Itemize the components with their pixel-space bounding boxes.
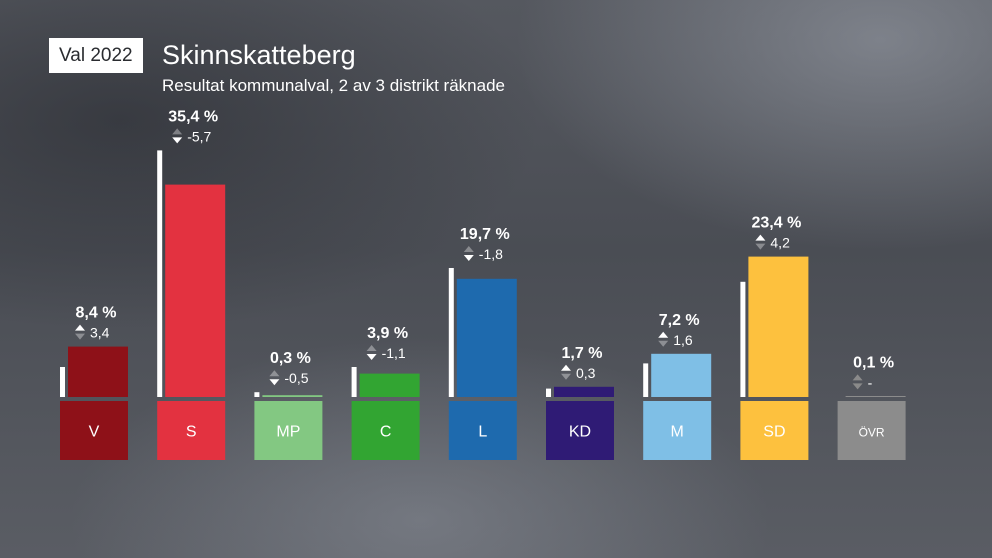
change-down-arrow-icon-sd: [755, 243, 766, 250]
party-box-m: [643, 401, 712, 460]
change-up-arrow-icon-v: [75, 324, 85, 331]
previous-bar-s: [157, 150, 163, 397]
previous-bar-v: [60, 367, 65, 397]
change-up-arrow-icon-mp: [269, 370, 280, 377]
change-label-v: 3,4: [90, 325, 110, 341]
value-label-c: 3,9 %: [367, 325, 408, 342]
value-label-sd: 23,4 %: [751, 215, 801, 232]
chart-subtitle: Resultat kommunalval, 2 av 3 distrikt rä…: [162, 76, 505, 95]
change-label-kd: 0,3: [576, 365, 596, 381]
party-label-l: L: [478, 424, 487, 441]
bar-s: [165, 184, 226, 397]
change-label-m: 1,6: [673, 332, 693, 348]
change-up-arrow-icon-l: [463, 246, 474, 252]
party-box-kd: [546, 401, 614, 460]
bar-v: [68, 346, 128, 397]
party-box-c: [351, 401, 420, 460]
bar-l: [456, 278, 517, 397]
party-label-m: M: [671, 424, 684, 441]
party-box-s: [157, 401, 226, 460]
value-label-s: 35,4 %: [168, 108, 218, 125]
change-up-arrow-icon-c: [366, 345, 377, 351]
change-label-c: -1,1: [382, 345, 406, 361]
election-badge: Val 2022: [49, 38, 143, 73]
bar-ovr: [845, 396, 906, 397]
party-box-sd: [740, 401, 809, 460]
value-label-ovr: 0,1 %: [853, 354, 894, 371]
previous-bar-l: [448, 268, 454, 397]
change-down-arrow-icon-ovr: [852, 383, 863, 390]
party-label-ovr: ÖVR: [859, 426, 885, 440]
value-label-mp: 0,3 %: [270, 350, 311, 367]
party-label-kd: KD: [569, 424, 591, 441]
bar-m: [651, 353, 712, 397]
party-label-c: C: [380, 424, 392, 441]
party-label-mp: MP: [276, 424, 300, 441]
change-down-arrow-icon-v: [75, 333, 85, 340]
value-label-v: 8,4 %: [76, 305, 117, 322]
change-up-arrow-icon-sd: [755, 234, 766, 241]
previous-bar-m: [643, 363, 649, 397]
change-down-arrow-icon-s: [172, 137, 183, 144]
change-label-s: -5,7: [187, 128, 211, 144]
party-box-ovr: [837, 401, 906, 460]
party-box-v: [60, 401, 128, 460]
change-up-arrow-icon-kd: [561, 364, 571, 371]
value-label-l: 19,7 %: [460, 226, 510, 243]
party-label-sd: SD: [763, 424, 785, 441]
chart-title: Skinnskatteberg: [162, 40, 356, 70]
previous-bar-mp: [254, 392, 260, 397]
value-label-kd: 1,7 %: [562, 345, 603, 362]
party-box-mp: [254, 401, 323, 460]
change-label-sd: 4,2: [770, 235, 790, 251]
change-down-arrow-icon-kd: [561, 373, 571, 380]
party-label-s: S: [186, 424, 197, 441]
change-up-arrow-icon-s: [172, 128, 183, 135]
change-down-arrow-icon-mp: [269, 379, 280, 386]
change-down-arrow-icon-m: [658, 340, 669, 347]
change-label-ovr: -: [868, 374, 873, 390]
bar-kd: [554, 386, 614, 397]
change-up-arrow-icon-ovr: [852, 374, 863, 381]
change-down-arrow-icon-c: [366, 354, 377, 360]
previous-bar-sd: [740, 281, 746, 397]
party-label-v: V: [89, 424, 100, 441]
change-down-arrow-icon-l: [463, 255, 474, 261]
change-up-arrow-icon-m: [658, 331, 669, 338]
previous-bar-kd: [546, 388, 551, 397]
previous-bar-c: [351, 367, 357, 397]
party-box-l: [448, 401, 517, 460]
value-label-m: 7,2 %: [659, 312, 700, 329]
bar-c: [359, 373, 420, 397]
change-label-l: -1,8: [479, 246, 503, 262]
bar-mp: [262, 395, 323, 397]
bar-sd: [748, 256, 809, 397]
change-label-mp: -0,5: [284, 370, 308, 386]
